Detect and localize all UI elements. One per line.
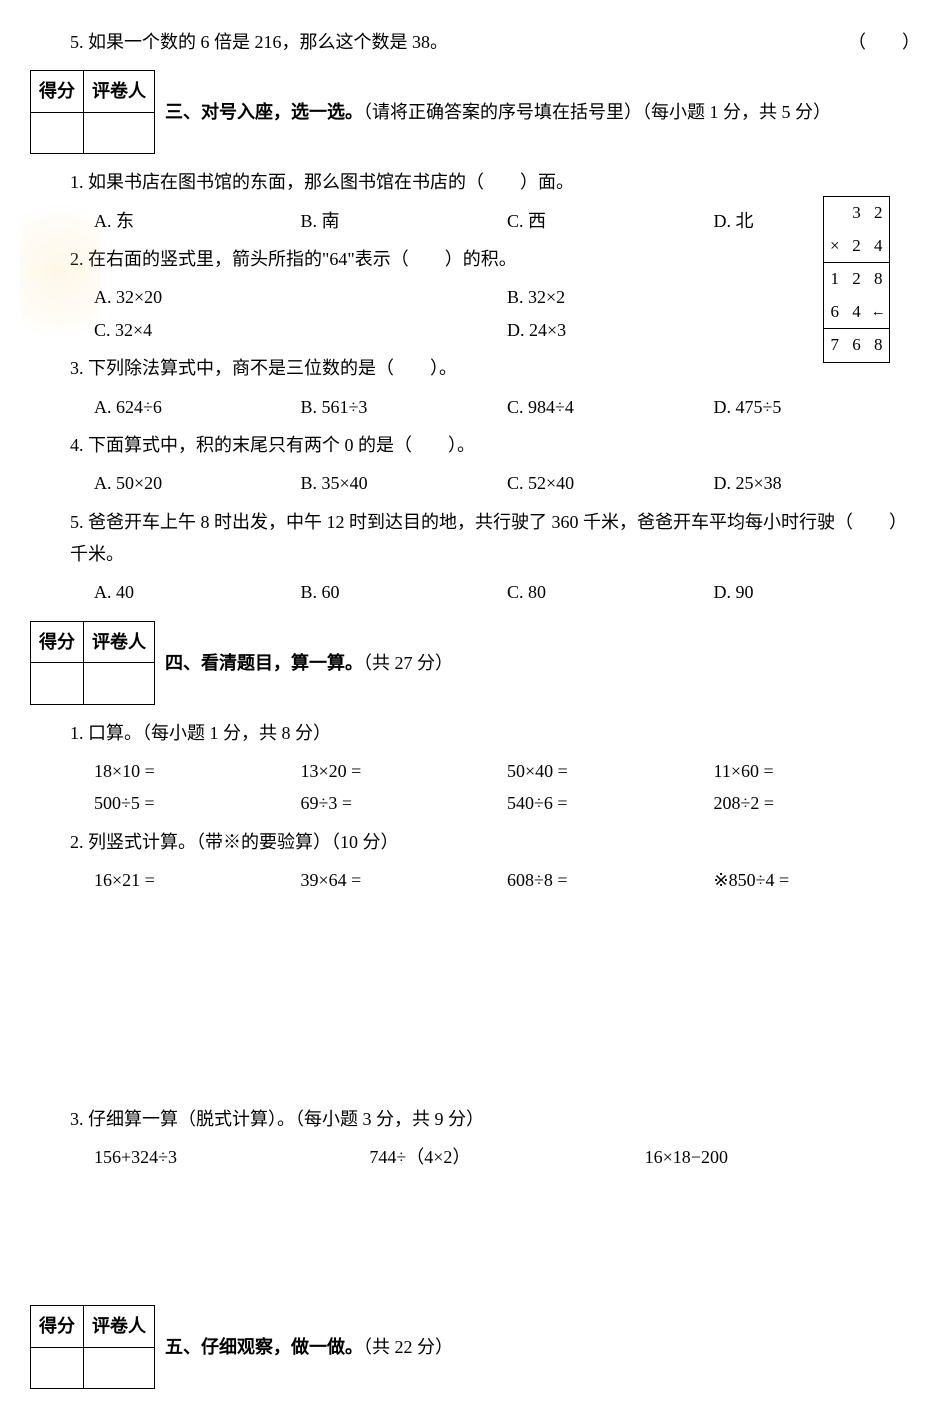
option-d: D. 475÷5 [714, 391, 921, 423]
q3-1-options: A. 东 B. 南 C. 西 D. 北 [94, 205, 920, 237]
q3-3-options: A. 624÷6 B. 561÷3 C. 984÷4 D. 475÷5 [94, 391, 920, 423]
grader-cell [84, 663, 155, 704]
q4-1-row1: 18×10 = 13×20 = 50×40 = 11×60 = [94, 755, 920, 787]
calc: 156+324÷3 [94, 1141, 369, 1173]
grader-header: 评卷人 [84, 71, 155, 112]
section-4-title: 四、看清题目，算一算。 [165, 653, 363, 673]
calc: 39×64 = [301, 864, 508, 896]
score-cell [31, 1347, 84, 1388]
section-5-header: 得分 评卷人 五、仔细观察，做一做。（共 22 分） [30, 1305, 920, 1389]
q-num: 1. [70, 172, 84, 192]
arrow-icon: ← [868, 296, 890, 329]
calc: 208÷2 = [714, 787, 921, 819]
q-num: 5. [70, 32, 84, 52]
q4-2-row1: 16×21 = 39×64 = 608÷8 = ※850÷4 = [94, 864, 920, 896]
option-c: C. 52×40 [507, 467, 714, 499]
option-c: C. 80 [507, 576, 714, 608]
q-num: 4. [70, 435, 84, 455]
option-a: A. 624÷6 [94, 391, 301, 423]
work-space [30, 897, 920, 1097]
calc: 608÷8 = [507, 864, 714, 896]
calc: 500÷5 = [94, 787, 301, 819]
score-header: 得分 [31, 1306, 84, 1347]
option-c: C. 984÷4 [507, 391, 714, 423]
calc: 16×21 = [94, 864, 301, 896]
q4-3-title: 3. 仔细算一算（脱式计算）。（每小题 3 分，共 9 分） [70, 1103, 920, 1135]
q-text: 爸爸开车上午 8 时出发，中午 12 时到达目的地，共行驶了 360 千米，爸爸… [70, 512, 907, 564]
calc: ※850÷4 = [714, 864, 921, 896]
score-cell [31, 112, 84, 153]
option-b: B. 561÷3 [301, 391, 508, 423]
q3-1: 1. 如果书店在图书馆的东面，那么图书馆在书店的（ ）面。 [70, 166, 920, 198]
grader-header: 评卷人 [84, 621, 155, 662]
score-table: 得分 评卷人 [30, 70, 155, 154]
q4-3-row1: 156+324÷3 744÷（4×2） 16×18−200 [94, 1141, 920, 1173]
q3-5: 5. 爸爸开车上午 8 时出发，中午 12 时到达目的地，共行驶了 360 千米… [70, 506, 920, 571]
score-header: 得分 [31, 621, 84, 662]
q4-2-title: 2. 列竖式计算。（带※的要验算）（10 分） [70, 826, 920, 858]
option-b: B. 60 [301, 576, 508, 608]
grader-cell [84, 112, 155, 153]
q-text: 如果书店在图书馆的东面，那么图书馆在书店的（ ）面。 [88, 172, 574, 192]
q-num: 5. [70, 512, 84, 532]
calc: 50×40 = [507, 755, 714, 787]
calc: 69÷3 = [301, 787, 508, 819]
option-a: A. 32×20 [94, 281, 507, 313]
option-a: A. 40 [94, 576, 301, 608]
q3-3: 3. 下列除法算式中，商不是三位数的是（ ）。 [70, 352, 920, 384]
q-num: 2. [70, 249, 84, 269]
section-3-title: 三、对号入座，选一选。 [165, 102, 363, 122]
score-cell [31, 663, 84, 704]
section-4-desc: （共 27 分） [363, 653, 453, 673]
calc: 13×20 = [301, 755, 508, 787]
work-space [30, 1173, 920, 1293]
vertical-calc: 32 ×24 128 64← 768 [823, 196, 890, 363]
section-5-desc: （共 22 分） [363, 1337, 453, 1357]
section-5-title: 五、仔细观察，做一做。 [165, 1337, 363, 1357]
grader-cell [84, 1347, 155, 1388]
q3-5-options: A. 40 B. 60 C. 80 D. 90 [94, 576, 920, 608]
option-d: D. 25×38 [714, 467, 921, 499]
calc: 540÷6 = [507, 787, 714, 819]
option-d: D. 90 [714, 576, 921, 608]
q3-2: 2. 在右面的竖式里，箭头所指的"64"表示（ ）的积。 [70, 243, 920, 275]
option-a: A. 50×20 [94, 467, 301, 499]
question-2-5: 5. 如果一个数的 6 倍是 216，那么这个数是 38。 （ ） [70, 26, 920, 58]
q-text: 如果一个数的 6 倍是 216，那么这个数是 38。 [88, 32, 448, 52]
q-num: 3. [70, 358, 84, 378]
section-3-header: 得分 评卷人 三、对号入座，选一选。（请将正确答案的序号填在括号里）（每小题 1… [30, 70, 920, 154]
q3-2-options-2: C. 32×4 D. 24×3 [94, 314, 920, 346]
q3-4-options: A. 50×20 B. 35×40 C. 52×40 D. 25×38 [94, 467, 920, 499]
option-b: B. 35×40 [301, 467, 508, 499]
score-table: 得分 评卷人 [30, 621, 155, 705]
q3-4: 4. 下面算式中，积的末尾只有两个 0 的是（ ）。 [70, 429, 920, 461]
section-3-desc: （请将正确答案的序号填在括号里）（每小题 1 分，共 5 分） [363, 102, 831, 122]
score-header: 得分 [31, 71, 84, 112]
option-b: B. 南 [301, 205, 508, 237]
q-text: 下面算式中，积的末尾只有两个 0 的是（ ）。 [88, 435, 475, 455]
score-table: 得分 评卷人 [30, 1305, 155, 1389]
section-4-header: 得分 评卷人 四、看清题目，算一算。（共 27 分） [30, 621, 920, 705]
paren-blank: （ ） [848, 26, 920, 58]
q-text: 在右面的竖式里，箭头所指的"64"表示（ ）的积。 [88, 249, 517, 269]
q3-2-options: A. 32×20 B. 32×2 [94, 281, 920, 313]
q4-1-row2: 500÷5 = 69÷3 = 540÷6 = 208÷2 = [94, 787, 920, 819]
calc: 11×60 = [714, 755, 921, 787]
option-a: A. 东 [94, 205, 301, 237]
option-c: C. 西 [507, 205, 714, 237]
calc: 18×10 = [94, 755, 301, 787]
q4-1-title: 1. 口算。（每小题 1 分，共 8 分） [70, 717, 920, 749]
q-text: 下列除法算式中，商不是三位数的是（ ）。 [88, 358, 457, 378]
calc: 16×18−200 [645, 1141, 920, 1173]
grader-header: 评卷人 [84, 1306, 155, 1347]
option-c: C. 32×4 [94, 314, 507, 346]
calc: 744÷（4×2） [369, 1141, 644, 1173]
